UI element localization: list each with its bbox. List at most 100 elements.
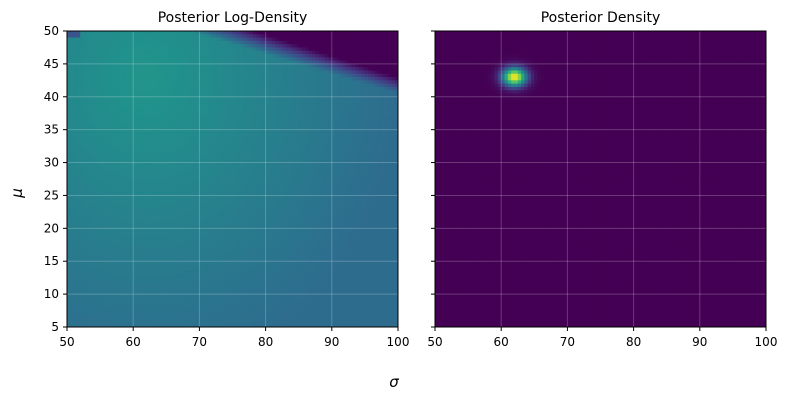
heatmap-cell xyxy=(73,96,78,101)
heatmap-cell xyxy=(239,165,244,170)
heatmap-cell xyxy=(348,109,353,114)
heatmap-cell xyxy=(371,106,376,111)
heatmap-cell xyxy=(345,182,349,187)
heatmap-cell xyxy=(229,50,234,55)
heatmap-cell xyxy=(305,60,310,65)
heatmap-cell xyxy=(186,142,191,147)
heatmap-cell xyxy=(103,47,108,52)
heatmap-cell xyxy=(139,185,144,190)
heatmap-cell xyxy=(196,188,200,193)
heatmap-cell xyxy=(235,44,240,49)
heatmap-cell xyxy=(215,165,220,170)
heatmap-cell xyxy=(143,116,148,121)
heatmap-cell xyxy=(153,31,157,35)
heatmap-cell xyxy=(73,57,78,62)
heatmap-cell xyxy=(272,34,277,39)
heatmap-cell xyxy=(305,149,310,154)
heatmap-cell xyxy=(186,129,191,134)
heatmap-cell xyxy=(113,44,118,49)
heatmap-cell xyxy=(149,132,154,137)
heatmap-cell xyxy=(159,129,164,134)
heatmap-cell xyxy=(123,169,128,174)
heatmap-cell xyxy=(358,159,363,164)
heatmap-cell xyxy=(93,182,98,187)
heatmap-cell xyxy=(364,44,369,49)
heatmap-cell xyxy=(292,142,296,147)
heatmap-cell xyxy=(182,179,187,183)
heatmap-cell xyxy=(292,37,296,42)
heatmap-cell xyxy=(348,37,353,42)
heatmap-cell xyxy=(103,100,108,104)
heatmap-cell xyxy=(80,123,85,127)
heatmap-cell xyxy=(368,123,373,127)
heatmap-cell xyxy=(123,129,128,134)
heatmap-cell xyxy=(348,34,353,39)
heatmap-cell xyxy=(258,60,263,65)
heatmap-cell xyxy=(368,172,373,177)
heatmap-cell xyxy=(381,136,386,141)
heatmap-cell xyxy=(308,175,313,180)
heatmap-cell xyxy=(311,37,316,42)
heatmap-cell xyxy=(169,129,174,134)
heatmap-cell xyxy=(143,172,148,177)
heatmap-cell xyxy=(341,93,346,98)
heatmap-cell xyxy=(358,136,363,141)
heatmap-cell xyxy=(348,165,353,170)
heatmap-cell xyxy=(361,146,366,150)
heatmap-cell xyxy=(93,93,98,98)
heatmap-cell xyxy=(93,86,98,91)
heatmap-cell xyxy=(116,103,121,108)
heatmap-cell xyxy=(100,146,105,150)
heatmap-cell xyxy=(126,44,131,49)
heatmap-cell xyxy=(209,40,214,45)
heatmap-cell xyxy=(206,136,210,141)
heatmap-cell xyxy=(182,37,187,42)
heatmap-cell xyxy=(265,142,270,147)
heatmap-cell xyxy=(321,126,326,131)
heatmap-cell xyxy=(156,172,161,177)
heatmap-cell xyxy=(258,188,263,193)
heatmap-cell xyxy=(255,182,260,187)
heatmap-cell xyxy=(179,126,184,131)
heatmap-cell xyxy=(106,37,111,42)
heatmap-cell xyxy=(159,172,164,177)
heatmap-cell xyxy=(354,63,359,68)
heatmap-cell xyxy=(354,70,359,75)
heatmap-cell xyxy=(209,126,214,131)
heatmap-cell xyxy=(282,119,287,124)
heatmap-cell xyxy=(249,70,253,75)
heatmap-cell xyxy=(272,136,277,141)
heatmap-cell xyxy=(133,188,138,193)
heatmap-cell xyxy=(143,175,148,180)
heatmap-cell xyxy=(388,116,392,121)
heatmap-cell xyxy=(384,44,389,49)
heatmap-cell xyxy=(73,139,78,144)
heatmap-cell xyxy=(374,34,379,39)
heatmap-cell xyxy=(308,188,313,193)
heatmap-cell xyxy=(209,129,214,134)
heatmap-cell xyxy=(149,90,154,95)
heatmap-cell xyxy=(172,100,177,104)
heatmap-cell xyxy=(129,83,134,88)
heatmap-cell xyxy=(110,182,114,187)
heatmap-cell xyxy=(169,106,174,111)
heatmap-cell xyxy=(282,146,287,150)
heatmap-cell xyxy=(292,57,296,62)
heatmap-cell xyxy=(146,159,151,164)
heatmap-cell xyxy=(153,136,157,141)
heatmap-cell xyxy=(100,155,105,160)
heatmap-cell xyxy=(110,159,114,164)
heatmap-cell xyxy=(384,86,389,91)
heatmap-cell xyxy=(219,57,224,62)
heatmap-cell xyxy=(93,67,98,72)
heatmap-cell xyxy=(133,80,138,85)
heatmap-cell xyxy=(321,146,326,150)
heatmap-cell xyxy=(292,40,296,45)
heatmap-cell xyxy=(153,93,157,98)
heatmap-cell xyxy=(358,165,363,170)
heatmap-cell xyxy=(235,159,240,164)
heatmap-cell xyxy=(345,44,349,49)
heatmap-cell xyxy=(149,31,154,35)
heatmap-cell xyxy=(278,103,283,108)
heatmap-cell xyxy=(298,132,303,137)
